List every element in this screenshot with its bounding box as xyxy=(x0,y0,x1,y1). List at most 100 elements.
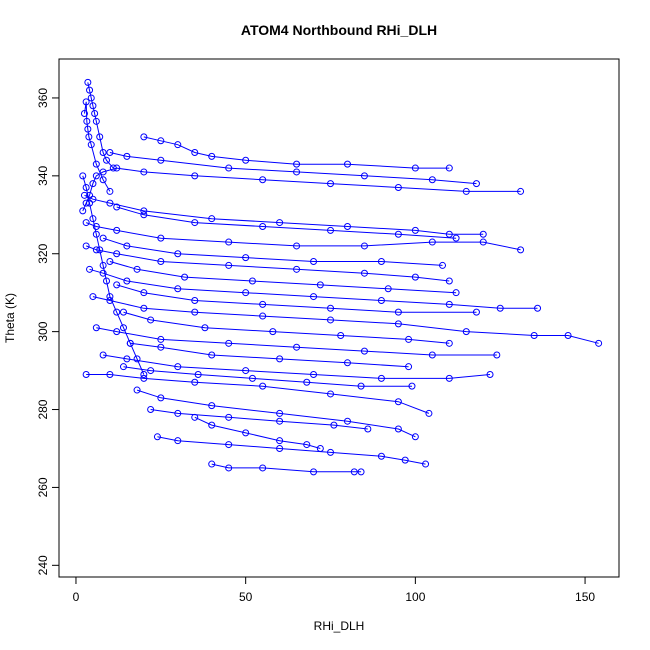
data-point xyxy=(293,242,301,250)
series-18 xyxy=(99,234,447,269)
data-point xyxy=(99,261,107,269)
data-point xyxy=(174,409,182,417)
data-point xyxy=(517,246,525,254)
data-point xyxy=(119,324,127,332)
data-point xyxy=(99,168,107,176)
series-11 xyxy=(82,370,433,417)
series-10 xyxy=(99,351,494,382)
series-line xyxy=(116,284,477,313)
series-line xyxy=(86,222,521,251)
data-point xyxy=(259,312,267,320)
data-point xyxy=(147,406,155,414)
data-point xyxy=(343,417,351,425)
data-point xyxy=(119,363,127,371)
data-point xyxy=(157,234,165,242)
data-point xyxy=(174,285,182,293)
data-point xyxy=(225,339,233,347)
data-point xyxy=(89,102,97,110)
data-point xyxy=(106,148,114,156)
x-tick-label: 150 xyxy=(575,590,595,604)
data-point xyxy=(174,141,182,149)
data-point xyxy=(208,402,216,410)
data-point xyxy=(123,152,131,160)
data-point xyxy=(103,156,111,164)
data-point xyxy=(191,172,199,180)
data-point xyxy=(428,238,436,246)
data-point xyxy=(191,296,199,304)
data-point xyxy=(472,308,480,316)
data-point xyxy=(89,215,97,223)
y-tick-label: 280 xyxy=(36,399,50,419)
data-point xyxy=(259,382,267,390)
series-line xyxy=(87,82,114,169)
series-line xyxy=(143,136,450,169)
series-line xyxy=(123,311,450,344)
data-point xyxy=(259,176,267,184)
data-point xyxy=(133,265,141,273)
series-17 xyxy=(113,203,460,242)
data-point xyxy=(445,339,453,347)
data-point xyxy=(83,117,91,125)
data-point xyxy=(191,413,199,421)
data-point xyxy=(462,187,470,195)
data-point xyxy=(276,409,284,417)
data-point xyxy=(225,464,233,472)
data-point xyxy=(327,316,335,324)
data-point xyxy=(248,277,256,285)
data-point xyxy=(140,370,148,378)
data-point xyxy=(408,382,416,390)
data-point xyxy=(422,460,430,468)
data-point xyxy=(357,382,365,390)
data-point xyxy=(85,133,93,141)
data-point xyxy=(401,456,409,464)
data-point xyxy=(80,110,88,118)
data-point xyxy=(242,254,250,262)
data-point xyxy=(411,226,419,234)
data-point xyxy=(394,320,402,328)
data-point xyxy=(276,219,284,227)
series-line xyxy=(211,463,362,473)
data-point xyxy=(384,285,392,293)
data-point xyxy=(113,308,121,316)
y-tick-label: 240 xyxy=(36,555,50,575)
data-point xyxy=(99,234,107,242)
data-point xyxy=(123,277,131,285)
data-point xyxy=(276,444,284,452)
data-point xyxy=(303,378,311,386)
series-7 xyxy=(86,265,542,312)
data-point xyxy=(191,308,199,316)
data-point xyxy=(174,363,182,371)
data-point xyxy=(225,413,233,421)
data-point xyxy=(394,308,402,316)
data-point xyxy=(394,184,402,192)
data-point xyxy=(113,250,121,258)
data-point xyxy=(208,351,216,359)
data-point xyxy=(377,452,385,460)
data-point xyxy=(208,152,216,160)
data-point xyxy=(86,199,94,207)
data-point xyxy=(225,164,233,172)
y-tick-label: 260 xyxy=(36,477,50,497)
data-point xyxy=(242,156,250,164)
series-line xyxy=(82,167,521,212)
data-point xyxy=(123,242,131,250)
x-tick-label: 0 xyxy=(73,590,80,604)
data-point xyxy=(86,265,94,273)
series-6 xyxy=(82,242,453,285)
data-point xyxy=(394,230,402,238)
data-point xyxy=(106,199,114,207)
data-point xyxy=(92,324,100,332)
data-point xyxy=(153,433,161,441)
series-25 xyxy=(191,413,324,452)
data-point xyxy=(191,148,199,156)
data-point xyxy=(377,258,385,266)
data-point xyxy=(327,180,335,188)
data-point xyxy=(242,367,250,375)
data-point xyxy=(157,137,165,145)
data-point xyxy=(89,195,97,203)
data-point xyxy=(310,258,318,266)
data-point xyxy=(174,250,182,258)
data-point xyxy=(428,351,436,359)
data-point xyxy=(87,141,95,149)
data-point xyxy=(82,219,90,227)
